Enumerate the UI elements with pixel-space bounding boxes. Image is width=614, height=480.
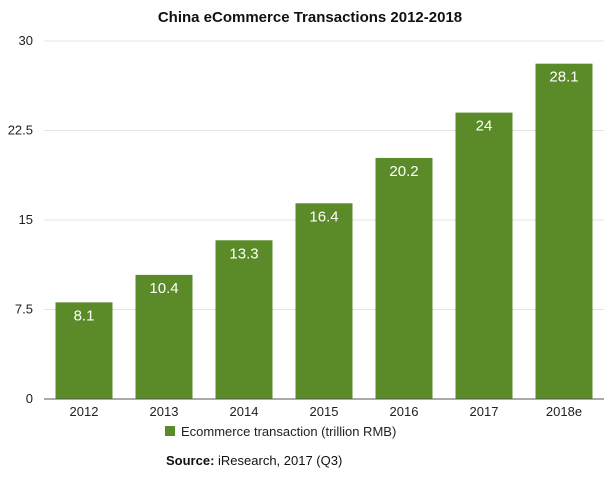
x-tick-label: 2017 (470, 404, 499, 419)
bar-data-label: 28.1 (549, 69, 578, 86)
bars: 8.1 10.4 13.3 16.4 20.2 24 28.1 (55, 63, 593, 399)
bar (135, 274, 193, 399)
bar-data-label: 24 (476, 118, 493, 135)
y-tick-label: 22.5 (8, 123, 33, 138)
x-tick-label: 2013 (150, 404, 179, 419)
bar (215, 240, 273, 399)
y-tick-label: 7.5 (15, 302, 33, 317)
source-text: iResearch, 2017 (Q3) (214, 453, 342, 468)
x-tick-label: 2016 (390, 404, 419, 419)
y-tick-label: 30 (19, 33, 33, 48)
source-note: Source: iResearch, 2017 (Q3) (166, 453, 342, 468)
bar-data-label: 10.4 (149, 280, 178, 297)
bar (535, 63, 593, 399)
bar (55, 302, 113, 399)
bar (295, 203, 353, 399)
x-axis-ticks: 2012 2013 2014 2015 2016 2017 2018e (70, 404, 583, 419)
bar (455, 112, 513, 399)
y-tick-label: 0 (26, 391, 33, 406)
bar-data-label: 20.2 (389, 163, 418, 180)
source-label: Source: (166, 453, 214, 468)
x-tick-label: 2012 (70, 404, 99, 419)
bar (375, 157, 433, 399)
bar-data-label: 16.4 (309, 208, 338, 225)
y-tick-label: 15 (19, 212, 33, 227)
y-axis-ticks: 0 7.5 15 22.5 30 (8, 33, 33, 406)
legend: Ecommerce transaction (trillion RMB) (165, 424, 396, 439)
x-tick-label: 2018e (546, 404, 582, 419)
bar-data-label: 8.1 (74, 307, 95, 324)
x-tick-label: 2014 (230, 404, 259, 419)
bar-data-label: 13.3 (229, 245, 258, 262)
x-tick-label: 2015 (310, 404, 339, 419)
legend-swatch (165, 426, 175, 436)
legend-label: Ecommerce transaction (trillion RMB) (181, 424, 396, 439)
chart-title: China eCommerce Transactions 2012-2018 (158, 9, 462, 26)
